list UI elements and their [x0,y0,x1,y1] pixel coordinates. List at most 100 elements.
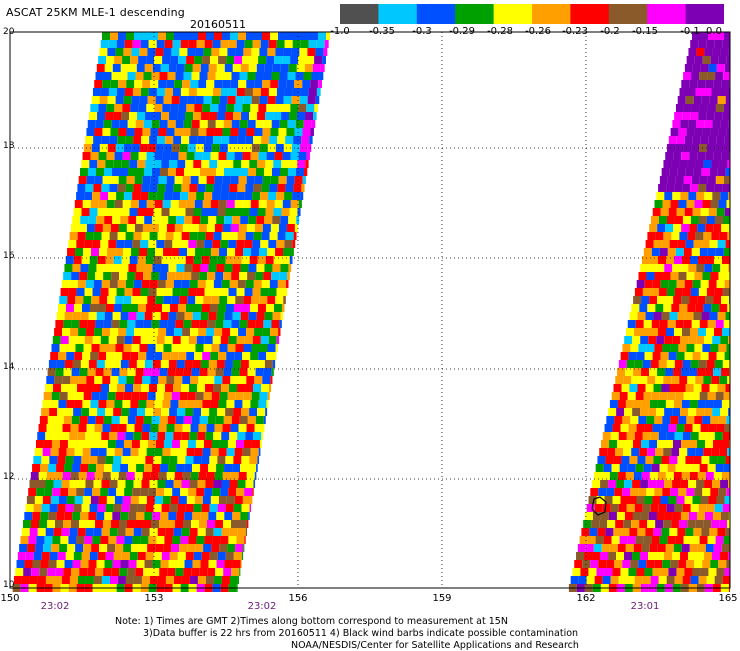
swath-cell [230,528,238,536]
swath-cell [70,528,78,536]
swath-cell [208,216,216,224]
swath-cell [141,480,149,488]
swath-cell [190,328,198,336]
swath-cell [136,168,144,176]
swath-cell [679,304,687,312]
swath-cell [77,432,85,440]
swath-cell [58,304,66,312]
swath-cell [643,288,651,296]
swath-cell [187,248,195,256]
swath-cell [707,504,715,512]
swath-cell [683,72,691,80]
swath-cell [172,440,180,448]
swath-cell [671,376,679,384]
swath-cell [722,472,730,480]
swath-cell [221,432,229,440]
swath-cell [89,456,97,464]
swath-cell [684,104,692,112]
swath-cell [668,248,676,256]
swath-cell [127,176,135,184]
swath-cell [242,56,250,64]
swath-cell [631,520,639,528]
swath-cell [146,208,154,216]
swath-cell [725,64,730,72]
swath-cell [685,352,693,360]
swath-cell [185,160,193,168]
swath-cell [199,320,207,328]
swath-cell [114,504,122,512]
swath-cell [695,232,703,240]
swath-cell [215,176,223,184]
swath-cell [726,560,730,568]
swath-cell [244,240,252,248]
swath-cell [103,424,111,432]
swath-cell [120,512,128,520]
swath-cell [255,272,263,280]
swath-cell [717,208,725,216]
swath-cell [80,464,88,472]
swath-cell [280,168,288,176]
swath-cell [651,288,659,296]
swath-cell [112,168,120,176]
swath-cell [677,280,685,288]
swath-cell [202,504,210,512]
swath-cell [105,64,113,72]
swath-cell [143,568,151,576]
swath-cell [693,208,701,216]
swath-cell [106,552,114,560]
swath-cell [717,424,725,432]
swath-cell [687,520,695,528]
swath-cell [250,400,258,408]
swath-cell [125,288,133,296]
swath-cell [674,328,682,336]
swath-cell [715,216,723,224]
swath-cell [248,512,249,520]
swath-cell [143,424,151,432]
swath-cell [624,480,632,488]
swath-cell [282,304,285,312]
swath-cell [214,128,222,136]
colorbar-tick: 0.0 [706,26,722,37]
swath-cell [186,208,194,216]
swath-cell [261,336,269,344]
swath-cell [134,32,142,40]
swath-cell [97,312,105,320]
swath-cell [228,440,236,448]
swath-cell [176,416,184,424]
swath-cell [140,192,148,200]
swath-cell [724,176,730,184]
swath-cell [128,168,136,176]
colorbar-segment [340,4,379,24]
swath-cell [192,120,200,128]
swath-cell [226,400,234,408]
swath-cell [238,32,246,40]
swath-cell [73,360,81,368]
swath-cell [192,416,200,424]
swath-cell [67,496,75,504]
swath-cell [254,376,262,384]
swath-cell [207,224,215,232]
swath-cell [663,200,671,208]
swath-cell [725,280,730,288]
swath-cell [699,360,707,368]
swath-cell [642,328,650,336]
swath-cell [594,472,602,480]
swath-cell [195,344,203,352]
swath-cell [81,456,89,464]
swath-cell [675,504,683,512]
swath-cell [687,304,695,312]
swath-cell [596,536,604,544]
swath-cell [229,88,237,96]
swath-cell [189,40,197,48]
swath-cell [595,504,603,512]
swath-cell [300,96,308,104]
swath-cell [132,192,140,200]
swath-cell [94,128,102,136]
swath-cell [141,88,149,96]
swath-cell [111,176,119,184]
swath-cell [170,504,178,512]
swath-cell [594,544,602,552]
swath-cell [158,528,166,536]
swath-cell [711,448,719,456]
swath-cell [643,432,651,440]
